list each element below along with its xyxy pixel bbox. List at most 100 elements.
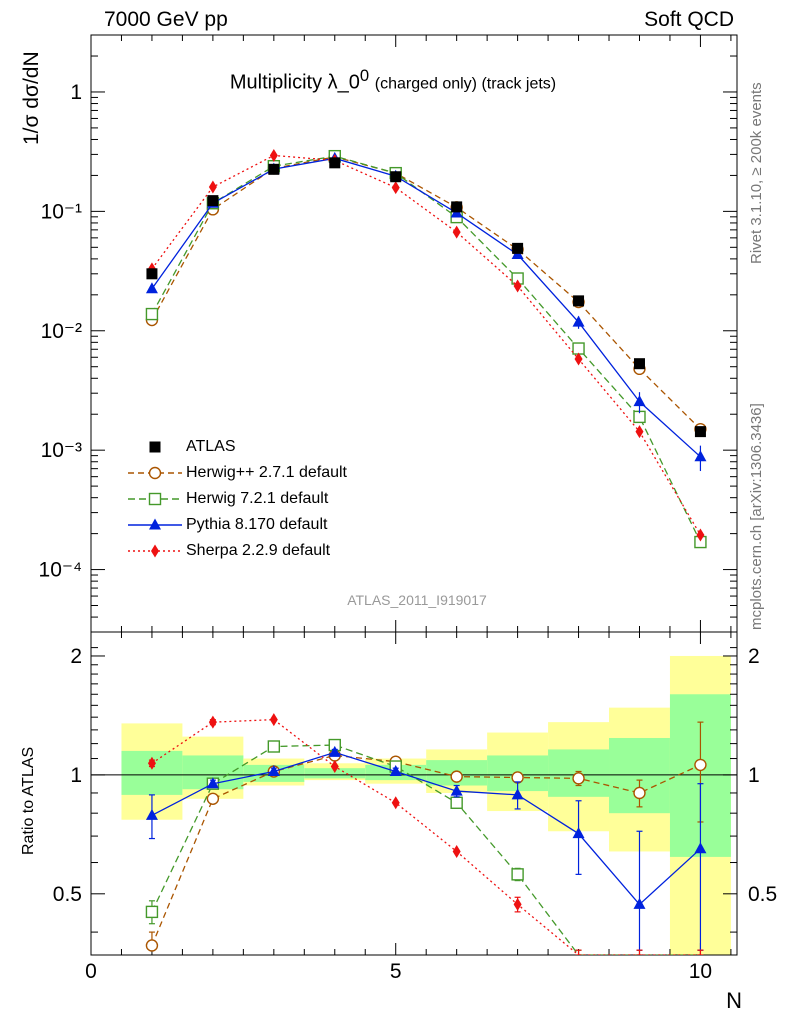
ratio-series-3 <box>147 713 704 955</box>
chart-title-superscript: 0 <box>359 66 370 85</box>
y-tick-label: 10⁻³ <box>41 439 82 462</box>
legend-item: Pythia 8.170 default <box>124 512 347 538</box>
legend-marker <box>128 492 182 506</box>
series-point <box>452 225 461 239</box>
ratio-line <box>151 751 701 906</box>
chart-title-suffix: (charged only) (track jets) <box>374 75 557 93</box>
ratio-tick-label-right: 1 <box>748 764 760 787</box>
series-point <box>513 279 522 293</box>
ratio-point <box>145 939 159 952</box>
ratio-line <box>151 744 701 955</box>
ratio-point <box>450 770 463 783</box>
ratio-point <box>450 784 463 796</box>
ratio-point <box>572 827 585 839</box>
ratio-point <box>452 844 461 858</box>
data-series <box>146 157 706 438</box>
x-axis-label: N <box>726 988 742 1013</box>
ratio-point <box>633 786 646 800</box>
y-ticks-ratio <box>91 647 737 933</box>
chart-title: Multiplicity λ_00 (charged only) (track … <box>0 66 786 95</box>
analysis-tag: ATLAS_2011_I919017 <box>347 592 487 608</box>
ratio-line <box>151 718 701 955</box>
series-point <box>269 148 278 162</box>
ratio-point <box>267 740 281 753</box>
ratio-point <box>206 792 220 805</box>
ratio-tick-label-left: 0.5 <box>53 883 82 906</box>
series-line <box>151 154 701 536</box>
legend-marker <box>128 518 182 530</box>
energy-label: 7000 GeV pp <box>104 8 228 31</box>
series-point <box>635 425 644 439</box>
legend-label: Herwig 7.2.1 default <box>186 490 329 507</box>
series-point <box>145 282 158 294</box>
ratio-series-2 <box>145 745 707 951</box>
data-point <box>573 295 585 307</box>
data-point <box>390 171 402 183</box>
y-tick-label: 10⁻¹ <box>41 200 82 223</box>
legend-symbol <box>148 466 162 480</box>
data-point <box>329 157 341 169</box>
x-tick-label: 0 <box>85 960 97 983</box>
y-tick-label: 10⁻² <box>41 320 82 343</box>
ratio-point <box>389 764 402 776</box>
series-point <box>633 395 646 407</box>
ratio-point <box>511 788 524 800</box>
ratio-tick-label-left: 1 <box>70 764 82 787</box>
data-point <box>207 195 219 207</box>
legend-data-square <box>149 441 161 453</box>
legend-label: Pythia 8.170 default <box>186 516 328 533</box>
ratio-series <box>145 713 707 955</box>
legend-label: ATLAS <box>186 438 236 455</box>
ratio-bands <box>121 655 731 955</box>
legend-item-data: ATLAS <box>124 434 347 460</box>
series-point <box>391 181 400 195</box>
data-point <box>268 163 280 175</box>
ratio-point <box>572 772 585 785</box>
legend-label: Sherpa 2.2.9 default <box>186 542 331 559</box>
legend-item: Sherpa 2.2.9 default <box>124 538 347 564</box>
ratio-point <box>267 764 280 776</box>
y-tick-label: 10⁻⁴ <box>39 559 82 582</box>
y-ticks-main <box>91 34 737 633</box>
ratio-point <box>694 758 707 772</box>
legend-marker <box>128 544 182 558</box>
ratio-point <box>145 905 159 919</box>
ratio-point <box>206 777 219 789</box>
ratio-panel-frame <box>90 631 738 956</box>
data-point <box>451 201 463 213</box>
x-tick-label: 10 <box>689 960 712 983</box>
ratio-point <box>633 897 646 909</box>
data-point <box>146 268 158 280</box>
ratio-point <box>450 796 463 809</box>
series-point <box>145 307 159 321</box>
y-tick-label: 1 <box>70 81 82 104</box>
ratio-point <box>391 796 400 810</box>
ratio-point <box>513 897 522 911</box>
y-axis-label: 1/σ dσ/dN <box>20 51 43 145</box>
ratio-point <box>269 713 278 727</box>
x-tick-label: 5 <box>390 960 402 983</box>
series-point <box>574 352 583 366</box>
data-point <box>512 242 524 254</box>
legend-symbol <box>149 518 161 530</box>
ratio-point <box>694 842 707 854</box>
ratio-tick-label-left: 2 <box>70 645 82 668</box>
legend: ATLAS Herwig++ 2.7.1 default Herwig 7.2.… <box>124 434 347 564</box>
legend-label: Herwig++ 2.7.1 default <box>186 464 347 481</box>
legend-item: Herwig++ 2.7.1 default <box>124 460 347 486</box>
ratio-point <box>511 868 524 881</box>
series-2 <box>145 151 707 472</box>
legend-marker-data <box>149 441 161 453</box>
process-label: Soft QCD <box>644 8 734 31</box>
series-point <box>208 180 217 194</box>
ratio-point <box>328 745 341 757</box>
legend-symbol <box>148 492 162 506</box>
ratio-point <box>147 756 156 770</box>
ratio-tick-label-right: 0.5 <box>748 883 777 906</box>
series-line <box>151 156 701 430</box>
series-point <box>694 450 707 462</box>
rivet-version-label: Rivet 3.1.10, ≥ 200k events <box>748 82 765 264</box>
series-point <box>696 528 705 542</box>
data-point <box>694 426 706 438</box>
